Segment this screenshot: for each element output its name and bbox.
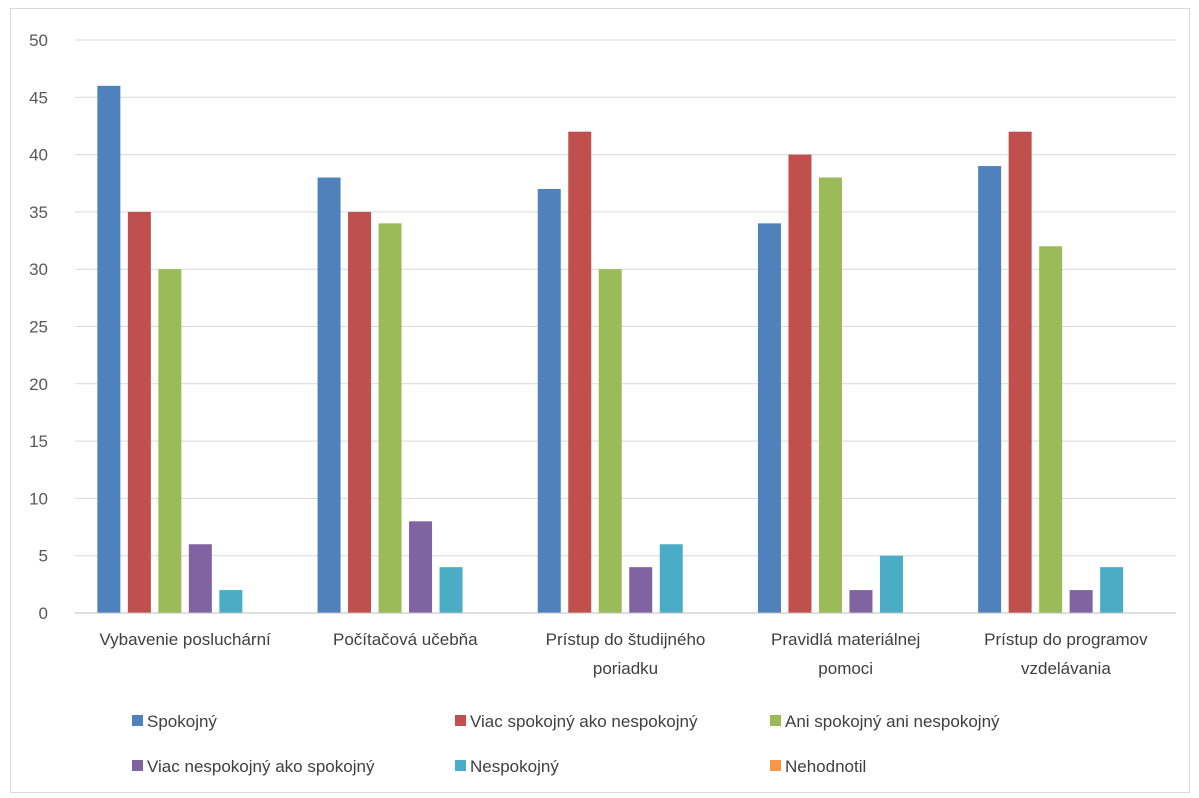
y-tick-label: 25	[29, 318, 48, 337]
legend-label: Spokojný	[147, 712, 217, 731]
legend-label: Nehodnotil	[785, 757, 866, 776]
legend-swatch	[770, 760, 781, 771]
y-tick-label: 20	[29, 375, 48, 394]
legend-swatch	[132, 760, 143, 771]
legend-label: Ani spokojný ani nespokojný	[785, 712, 1000, 731]
x-category-label: Prístup do programov	[984, 630, 1148, 649]
bar-2-5	[1008, 131, 1032, 613]
bar-4-5	[1069, 590, 1093, 613]
legend-swatch	[770, 715, 781, 726]
legend-swatch	[455, 760, 466, 771]
y-tick-label: 35	[29, 203, 48, 222]
bar-5-1	[219, 590, 243, 613]
x-category-label: pomoci	[818, 659, 873, 678]
bar-3-3	[598, 269, 622, 613]
x-category-label: poriadku	[593, 659, 658, 678]
y-tick-label: 45	[29, 88, 48, 107]
bar-3-4	[818, 177, 842, 613]
y-tick-label: 0	[39, 604, 48, 623]
legend-label: Viac nespokojný ako spokojný	[147, 757, 375, 776]
y-tick-label: 10	[29, 489, 48, 508]
x-category-label: Počítačová učebňa	[333, 630, 478, 649]
bar-2-4	[788, 154, 812, 613]
bar-3-2	[378, 223, 402, 614]
legend: Spokojný Viac spokojný ako nespokojný Ani …	[132, 712, 1000, 776]
bar-5-5	[1100, 567, 1124, 613]
y-tick-label: 50	[29, 31, 48, 50]
x-axis-categories: Vybavenie posluchární Počítačová učebňa Pr…	[99, 630, 1148, 678]
bar-5-2	[439, 567, 463, 613]
x-category-label: Vybavenie posluchární	[99, 630, 271, 649]
legend-label: Viac spokojný ako nespokojný	[470, 712, 698, 731]
y-axis-ticks: 0 5 10 15 20 25 30 35 40 45 50	[29, 31, 48, 623]
legend-swatch	[132, 715, 143, 726]
bar-1-5	[978, 166, 1002, 613]
y-tick-label: 5	[39, 547, 48, 566]
legend-swatch	[455, 715, 466, 726]
bar-4-2	[409, 521, 433, 613]
bar-5-4	[879, 555, 903, 613]
bar-1-4	[757, 223, 781, 614]
bar-5-3	[659, 544, 683, 613]
legend-label: Nespokojný	[470, 757, 559, 776]
bar-1-2	[317, 177, 341, 613]
x-category-label: Prístup do študijného	[546, 630, 706, 649]
bar-2-2	[348, 211, 372, 613]
bar-2-1	[127, 211, 151, 613]
bar-3-1	[158, 269, 182, 613]
x-category-label: vzdelávania	[1021, 659, 1111, 678]
bar-4-3	[629, 567, 653, 613]
bar-1-3	[537, 188, 561, 614]
y-tick-label: 15	[29, 432, 48, 451]
bar-4-4	[849, 590, 873, 613]
y-tick-label: 30	[29, 260, 48, 279]
y-tick-label: 40	[29, 146, 48, 165]
bar-1-1	[97, 85, 121, 614]
x-category-label: Pravidlá materiálnej	[771, 630, 920, 649]
bar-2-3	[568, 131, 592, 613]
bars	[97, 85, 1124, 614]
bar-3-5	[1039, 246, 1063, 613]
bar-4-1	[188, 544, 212, 613]
